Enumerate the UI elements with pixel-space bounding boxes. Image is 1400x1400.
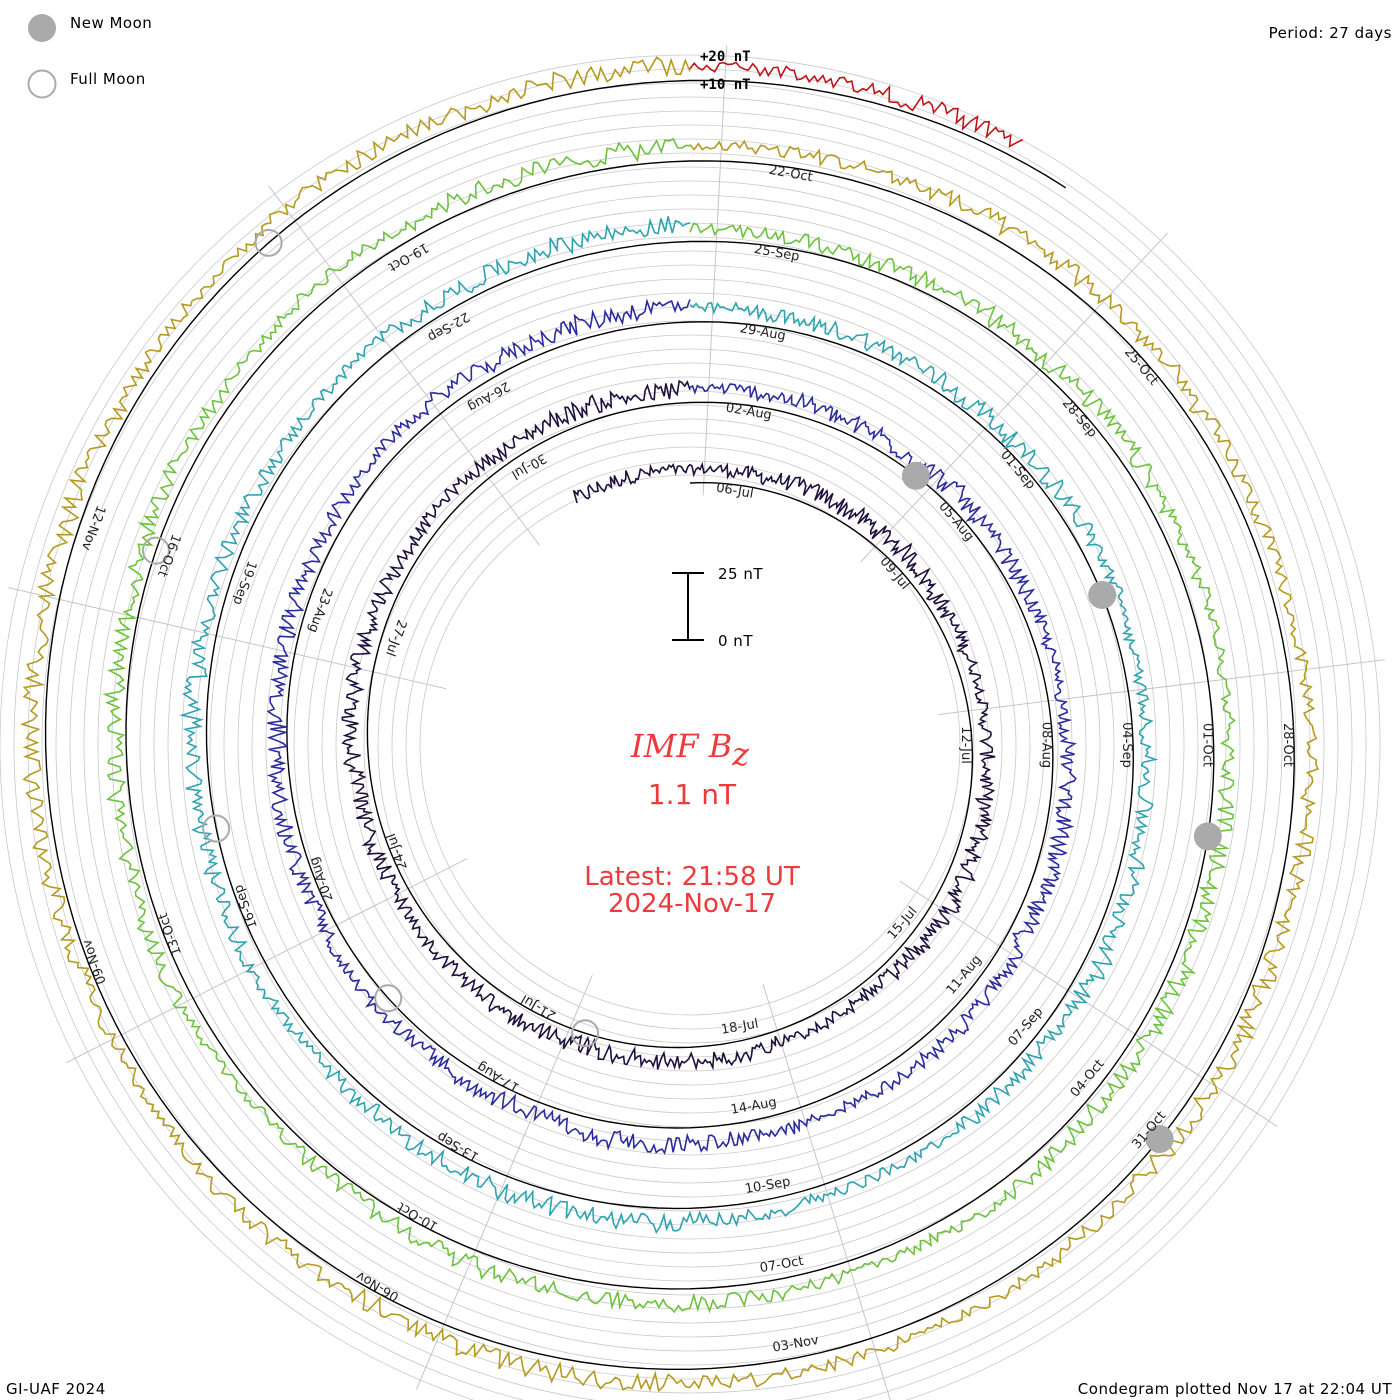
chart-title: IMF Bz <box>630 727 750 773</box>
date-label: 28-Oct <box>1280 723 1295 767</box>
date-label: 10-Sep <box>744 1174 792 1197</box>
date-label: 25-Sep <box>753 242 801 265</box>
grid-ring <box>27 82 1353 1400</box>
grid-ring <box>209 264 1171 1226</box>
new-moon-marker <box>1145 1125 1174 1154</box>
date-label: 08-Aug <box>1039 722 1054 768</box>
full-moon-marker <box>571 1019 600 1048</box>
series-trace-6 <box>689 61 1024 148</box>
date-label: 16-Oct <box>154 532 183 579</box>
date-label: 19-Oct <box>385 239 431 274</box>
series-trace-2 <box>266 298 1077 1155</box>
date-label: 18-Jul <box>720 1017 760 1038</box>
latest-time: Latest: 21:58 UT <box>584 862 800 892</box>
grid-ring <box>83 138 1297 1352</box>
grid-ring <box>195 250 1185 1240</box>
full-moon-marker <box>141 536 170 565</box>
date-label: 22-Oct <box>768 163 814 185</box>
grid-ring <box>0 54 1381 1400</box>
date-label: 03-Nov <box>771 1333 820 1356</box>
date-label: 29-Aug <box>739 321 787 344</box>
zero-baseline-spiral <box>44 79 1295 1370</box>
date-label: 04-Sep <box>1119 722 1134 768</box>
new-moon-marker <box>1088 580 1117 609</box>
grid-ring <box>139 194 1241 1296</box>
date-label: 26-Aug <box>465 378 513 414</box>
grid-spoke <box>938 659 1385 715</box>
period-label: Period: 27 days <box>1269 24 1392 42</box>
date-label: 15-Jul <box>885 904 921 942</box>
grid-ring <box>419 474 961 1016</box>
date-label: 06-Nov <box>354 1267 402 1303</box>
grid-spoke <box>268 185 540 546</box>
grid-ring <box>335 390 1045 1100</box>
date-label: 04-Oct <box>1068 1057 1108 1100</box>
full-moon-marker <box>374 984 403 1013</box>
grid-ring <box>405 460 975 1030</box>
series-trace-4 <box>102 137 1236 1314</box>
date-label: 12-Jul <box>958 726 973 764</box>
grid-ring <box>55 110 1325 1380</box>
full-moon-legend-icon <box>27 69 57 99</box>
new-moon-legend-label: New Moon <box>70 14 152 32</box>
scale-label-plus10: +10 nT <box>700 77 751 93</box>
grid-spoke <box>860 232 1168 563</box>
full-moon-marker <box>254 228 283 257</box>
date-label: 30-Jul <box>509 450 549 482</box>
grid-ring <box>41 96 1339 1394</box>
grid-ring <box>181 236 1199 1254</box>
moon-markers <box>141 228 1222 1154</box>
grid-ring <box>13 68 1367 1400</box>
date-label: 09-Jul <box>876 554 912 592</box>
grid-ring <box>69 124 1311 1366</box>
grid-ring <box>251 306 1129 1184</box>
series-trace-3 <box>179 216 1159 1235</box>
latest-date: 2024-Nov-17 <box>608 889 776 919</box>
full-moon-legend-label: Full Moon <box>70 70 146 88</box>
grid-spoke <box>66 858 468 1064</box>
scale-bar-bottom-label: 0 nT <box>718 632 753 650</box>
new-moon-marker <box>901 461 930 490</box>
series-trace-1 <box>341 379 996 1071</box>
new-moon-legend-icon <box>28 14 56 42</box>
grid-spoke <box>762 983 891 1400</box>
grid-ring <box>279 334 1101 1156</box>
date-label: 19-Sep <box>229 559 259 607</box>
date-label: 02-Aug <box>725 400 773 423</box>
full-moon-marker <box>202 814 231 843</box>
date-label: 14-Aug <box>730 1095 778 1118</box>
grid-ring <box>265 320 1115 1170</box>
grid-ring <box>363 418 1017 1072</box>
new-moon-marker <box>1193 822 1222 851</box>
date-label: 16-Sep <box>231 883 261 931</box>
data-series <box>20 56 1320 1393</box>
date-label: 09-Nov <box>80 937 110 986</box>
radial-grid <box>0 45 1385 1400</box>
grid-spoke <box>899 880 1278 1127</box>
current-value: 1.1 nT <box>648 778 737 811</box>
series-trace-5 <box>20 56 1320 1393</box>
date-label: 11-Aug <box>944 953 985 998</box>
credit-label: GI-UAF 2024 <box>6 1380 106 1398</box>
scale-label-plus20: +20 nT <box>700 49 751 65</box>
scale-bar <box>672 572 704 641</box>
plotted-label: Condegram plotted Nov 17 at 22:04 UT <box>1078 1380 1393 1398</box>
grid-ring <box>237 292 1143 1198</box>
grid-ring <box>97 152 1283 1338</box>
date-label: 06-Jul <box>715 481 755 502</box>
date-label: 01-Oct <box>1200 723 1215 767</box>
grid-spoke <box>416 974 593 1390</box>
date-label: 13-Oct <box>156 911 185 958</box>
grid-spoke <box>702 45 728 496</box>
grid-ring <box>111 166 1269 1324</box>
grid-ring <box>321 376 1059 1114</box>
scale-bar-top-label: 25 nT <box>718 565 763 583</box>
